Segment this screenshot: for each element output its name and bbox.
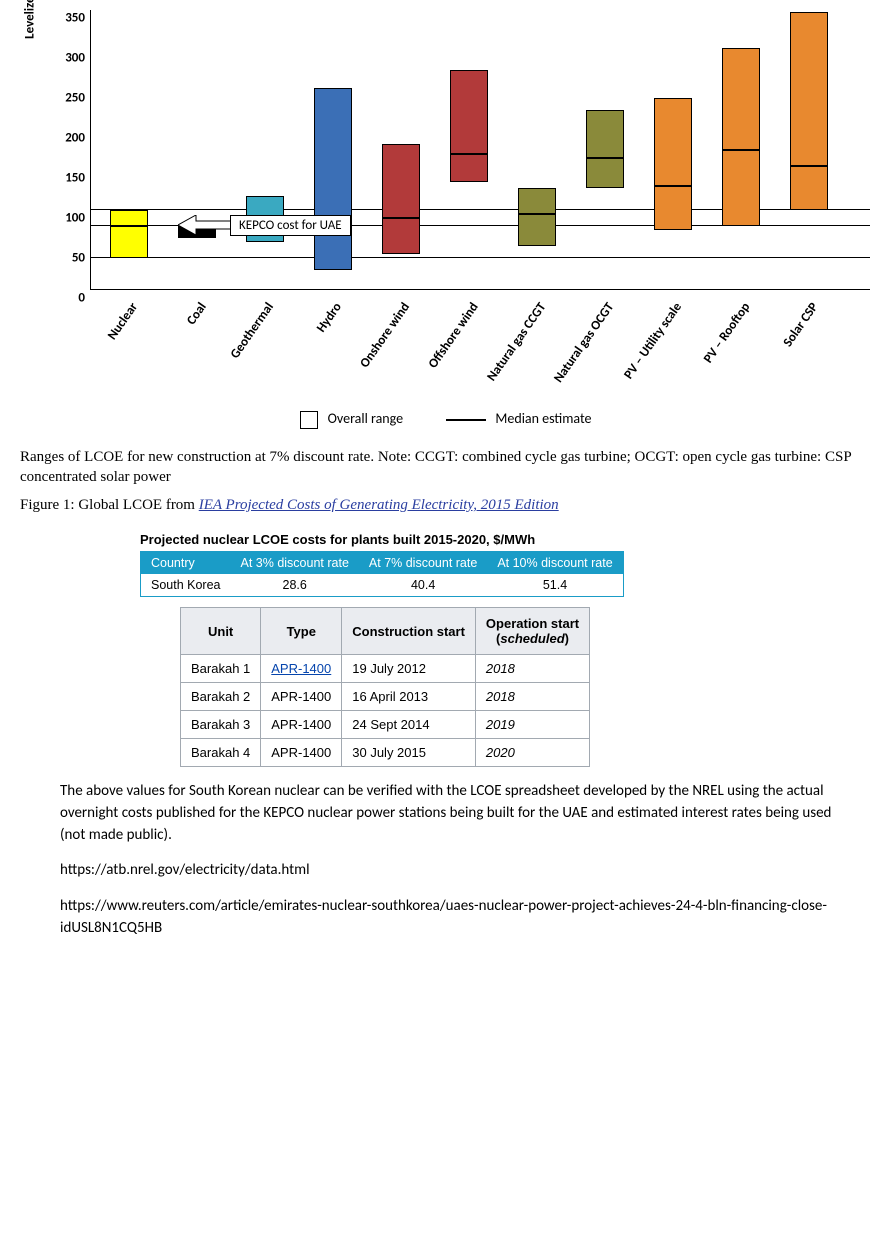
figure-label: Figure 1: Global LCOE from IEA Projected…	[20, 497, 872, 514]
legend-line-icon	[446, 419, 486, 421]
chart-legend: Overall range Median estimate	[20, 410, 872, 429]
reactor-type-link[interactable]: APR-1400	[271, 661, 331, 676]
bar-nuclear	[110, 210, 148, 258]
col-country: Country	[141, 552, 231, 575]
lcoe-chart: Levelized cost at 7% discount rate ($/MW…	[90, 10, 870, 290]
figure-source-link[interactable]: IEA Projected Costs of Generating Electr…	[199, 497, 559, 513]
bar-offshore-wind	[450, 70, 488, 182]
legend-median-label: Median estimate	[495, 410, 591, 427]
x-axis-labels: NuclearCoalGeothermalHydroOnshore windOf…	[90, 290, 870, 410]
col-operation: Operation start(scheduled)	[475, 608, 589, 655]
bar-solar-csp	[790, 12, 828, 210]
col-rate7: At 7% discount rate	[359, 552, 487, 575]
col-rate3: At 3% discount rate	[231, 552, 359, 575]
bar-pv-utility-scale	[654, 98, 692, 230]
table-row: Barakah 4APR-140030 July 20152020	[181, 739, 590, 767]
nuclear-table-title: Projected nuclear LCOE costs for plants …	[140, 532, 872, 547]
table-header-row: Country At 3% discount rate At 7% discou…	[141, 552, 624, 575]
table-row: Barakah 1APR-140019 July 20122018	[181, 655, 590, 683]
table-row: Barakah 3APR-140024 Sept 20142019	[181, 711, 590, 739]
url-nrel: https://atb.nrel.gov/electricity/data.ht…	[60, 860, 852, 882]
verification-paragraph: The above values for South Korean nuclea…	[60, 781, 852, 846]
col-construction: Construction start	[342, 608, 476, 655]
callout-label: KEPCO cost for UAE	[230, 215, 351, 236]
chart-caption: Ranges of LCOE for new construction at 7…	[20, 447, 872, 488]
bar-onshore-wind	[382, 144, 420, 254]
callout-arrow-icon	[178, 215, 238, 255]
bar-pv-rooftop	[722, 48, 760, 226]
bar-natural-gas-ccgt	[518, 188, 556, 246]
table-header-row: Unit Type Construction start Operation s…	[181, 608, 590, 655]
y-axis-ticks: 050100150200250300350	[50, 10, 85, 290]
table-row: Barakah 2APR-140016 April 20132018	[181, 683, 590, 711]
y-axis-label: Levelized cost at 7% discount rate ($/MW…	[23, 0, 38, 39]
col-type: Type	[261, 608, 342, 655]
legend-box-icon	[300, 411, 318, 429]
table-row: South Korea 28.6 40.4 51.4	[141, 574, 624, 597]
col-rate10: At 10% discount rate	[487, 552, 623, 575]
barakah-units-table: Unit Type Construction start Operation s…	[180, 607, 590, 767]
nuclear-lcoe-table: Country At 3% discount rate At 7% discou…	[140, 551, 624, 597]
bar-hydro	[314, 88, 352, 270]
legend-overall-label: Overall range	[328, 410, 403, 427]
bar-natural-gas-ocgt	[586, 110, 624, 188]
col-unit: Unit	[181, 608, 261, 655]
url-reuters: https://www.reuters.com/article/emirates…	[60, 896, 852, 940]
